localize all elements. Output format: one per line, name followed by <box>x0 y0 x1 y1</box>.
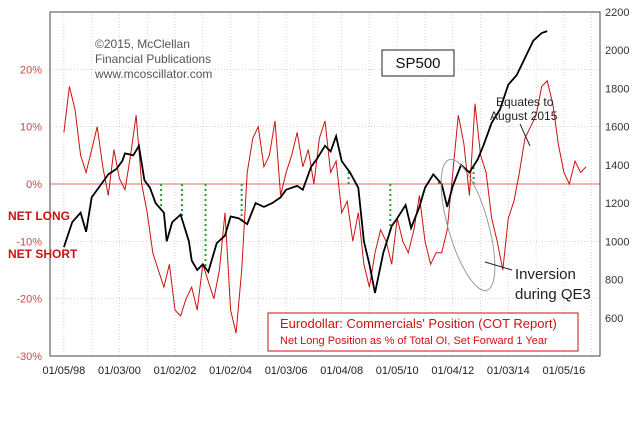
equates-annotation-line1: Equates to <box>496 95 554 109</box>
right-axis-ticks: 2200 2000 1800 1600 1400 1200 1000 800 600 <box>605 7 629 325</box>
inversion-annotation-line2: during QE3 <box>515 286 591 303</box>
left-tick-label: 10% <box>20 122 42 134</box>
left-tick-label: 20% <box>20 64 42 76</box>
credit-line-2: Financial Publications <box>95 52 211 66</box>
right-tick-label: 1000 <box>605 236 629 248</box>
right-tick-label: 1600 <box>605 122 629 134</box>
equates-arrow <box>519 123 531 147</box>
right-tick-label: 2200 <box>605 7 629 19</box>
x-tick-label: 01/03/14 <box>487 365 530 377</box>
eurodollar-cot-line <box>63 79 587 334</box>
credit-line-3: www.mcoscillator.com <box>94 67 212 81</box>
right-tick-label: 2000 <box>605 45 629 57</box>
left-tick-label: -30% <box>16 351 42 363</box>
legend-line-2: Net Long Position as % of Total OI, Set … <box>280 335 548 347</box>
x-tick-label: 01/02/04 <box>209 365 252 377</box>
x-tick-label: 01/04/12 <box>431 365 474 377</box>
inversion-arrow <box>484 261 513 271</box>
x-tick-label: 01/05/10 <box>376 365 419 377</box>
equates-annotation-line2: August 2015 <box>490 109 558 123</box>
x-tick-label: 01/03/00 <box>98 365 141 377</box>
right-tick-label: 600 <box>605 313 623 325</box>
net-short-label: NET SHORT <box>8 247 78 261</box>
net-long-label: NET LONG <box>8 209 70 223</box>
plot-frame <box>49 11 601 357</box>
x-tick-label: 01/04/08 <box>320 365 363 377</box>
legend-box <box>267 312 579 352</box>
right-tick-label: 1400 <box>605 160 629 172</box>
inversion-ellipse <box>440 158 496 292</box>
x-tick-label: 01/05/98 <box>42 365 85 377</box>
x-tick-label: 01/05/16 <box>542 365 585 377</box>
right-tick-label: 800 <box>605 275 623 287</box>
left-tick-label: -20% <box>16 294 42 306</box>
credit-line-1: ©2015, McClellan <box>95 37 190 51</box>
inversion-annotation-line1: Inversion <box>515 266 576 283</box>
left-tick-label: -10% <box>16 236 42 248</box>
x-tick-label: 01/02/02 <box>154 365 197 377</box>
sp500-label: SP500 <box>395 55 440 72</box>
left-tick-label: 0% <box>26 179 42 191</box>
legend-line-1: Eurodollar: Commercials' Position (COT R… <box>280 316 557 331</box>
sp500-line <box>63 30 548 294</box>
x-axis-ticks: 01/05/98 01/03/00 01/02/02 01/02/04 01/03/06… <box>42 365 585 377</box>
x-tick-label: 01/03/06 <box>265 365 308 377</box>
left-axis-ticks: 20% 10% 0% -10% -20% -30% <box>16 64 42 363</box>
right-tick-label: 1200 <box>605 198 629 210</box>
sp500-label-box <box>381 49 455 77</box>
right-tick-label: 1800 <box>605 83 629 95</box>
